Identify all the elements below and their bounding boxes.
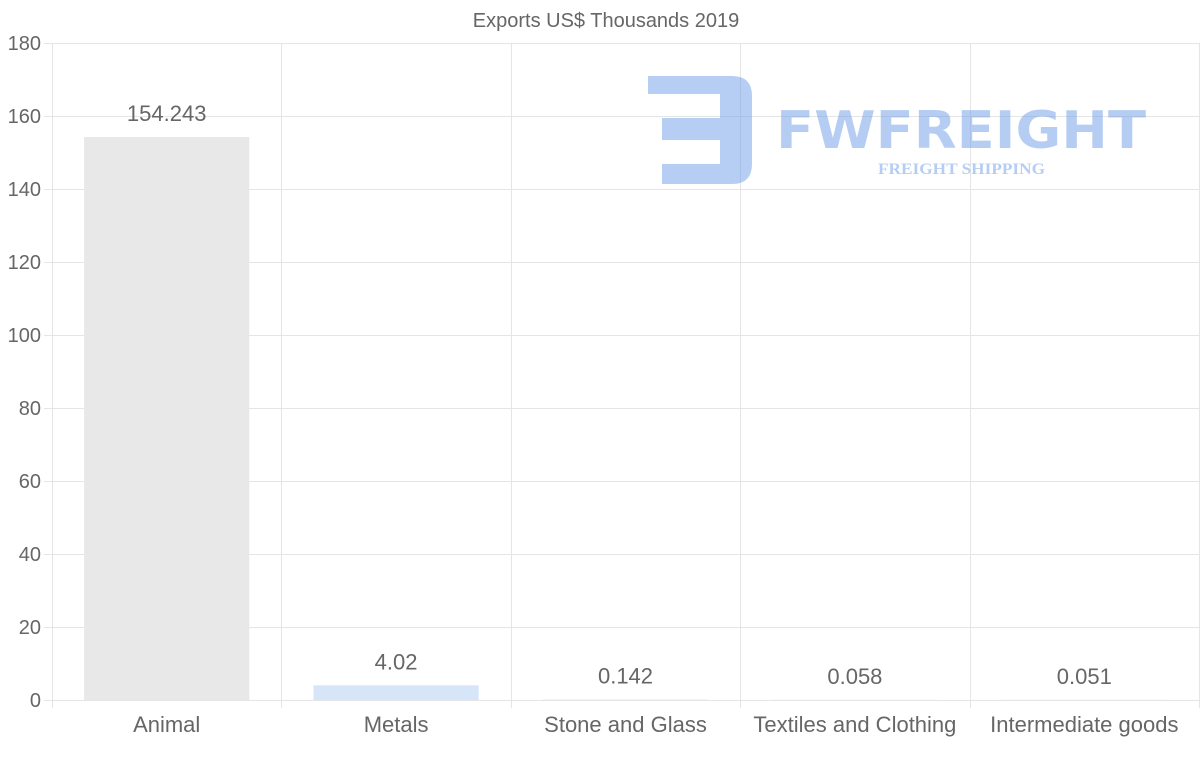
y-tick-label: 60 [19,471,41,493]
chart-title: Exports US$ Thousands 2019 [473,10,739,32]
bar-animal[interactable] [84,137,250,700]
bar-value-label: 0.058 [827,664,882,689]
x-tick-label: Stone and Glass [544,712,707,737]
y-tick-label: 160 [8,106,41,128]
watermark-brand: FWFREIGHT [776,101,1147,161]
y-tick-label: 0 [30,690,41,712]
y-tick-label: 140 [8,179,41,201]
x-tick-label: Textiles and Clothing [753,712,956,737]
bar-value-label: 154.243 [127,101,207,126]
y-tick-label: 80 [19,398,41,420]
watermark-tagline: FREIGHT SHIPPING [878,161,1046,178]
bars [84,137,1167,700]
y-tick-label: 20 [19,617,41,639]
bar-value-label: 4.02 [375,649,418,674]
x-tick-label: Intermediate goods [990,712,1178,737]
y-tick-label: 180 [8,33,41,55]
y-tick-label: 120 [8,252,41,274]
bar-value-label: 0.051 [1057,664,1112,689]
bar-value-label: 0.142 [598,663,653,688]
y-axis-ticks: 0 20 40 60 80 100 120 140 160 180 [8,33,41,712]
x-tick-label: Animal [133,712,200,737]
fwfreight-watermark: FWFREIGHT FREIGHT SHIPPING [648,76,1147,184]
fwfreight-logo-icon [648,76,752,184]
x-tick-label: Metals [364,712,429,737]
y-tick-label: 100 [8,325,41,347]
bar-stone-and-glass[interactable] [542,699,709,700]
y-tick-label: 40 [19,544,41,566]
x-axis-ticks: Animal Metals Stone and Glass Textiles and … [133,712,1178,737]
bar-value-labels: 154.243 4.02 0.142 0.058 0.051 [127,101,1112,689]
bar-metals[interactable] [313,685,479,700]
